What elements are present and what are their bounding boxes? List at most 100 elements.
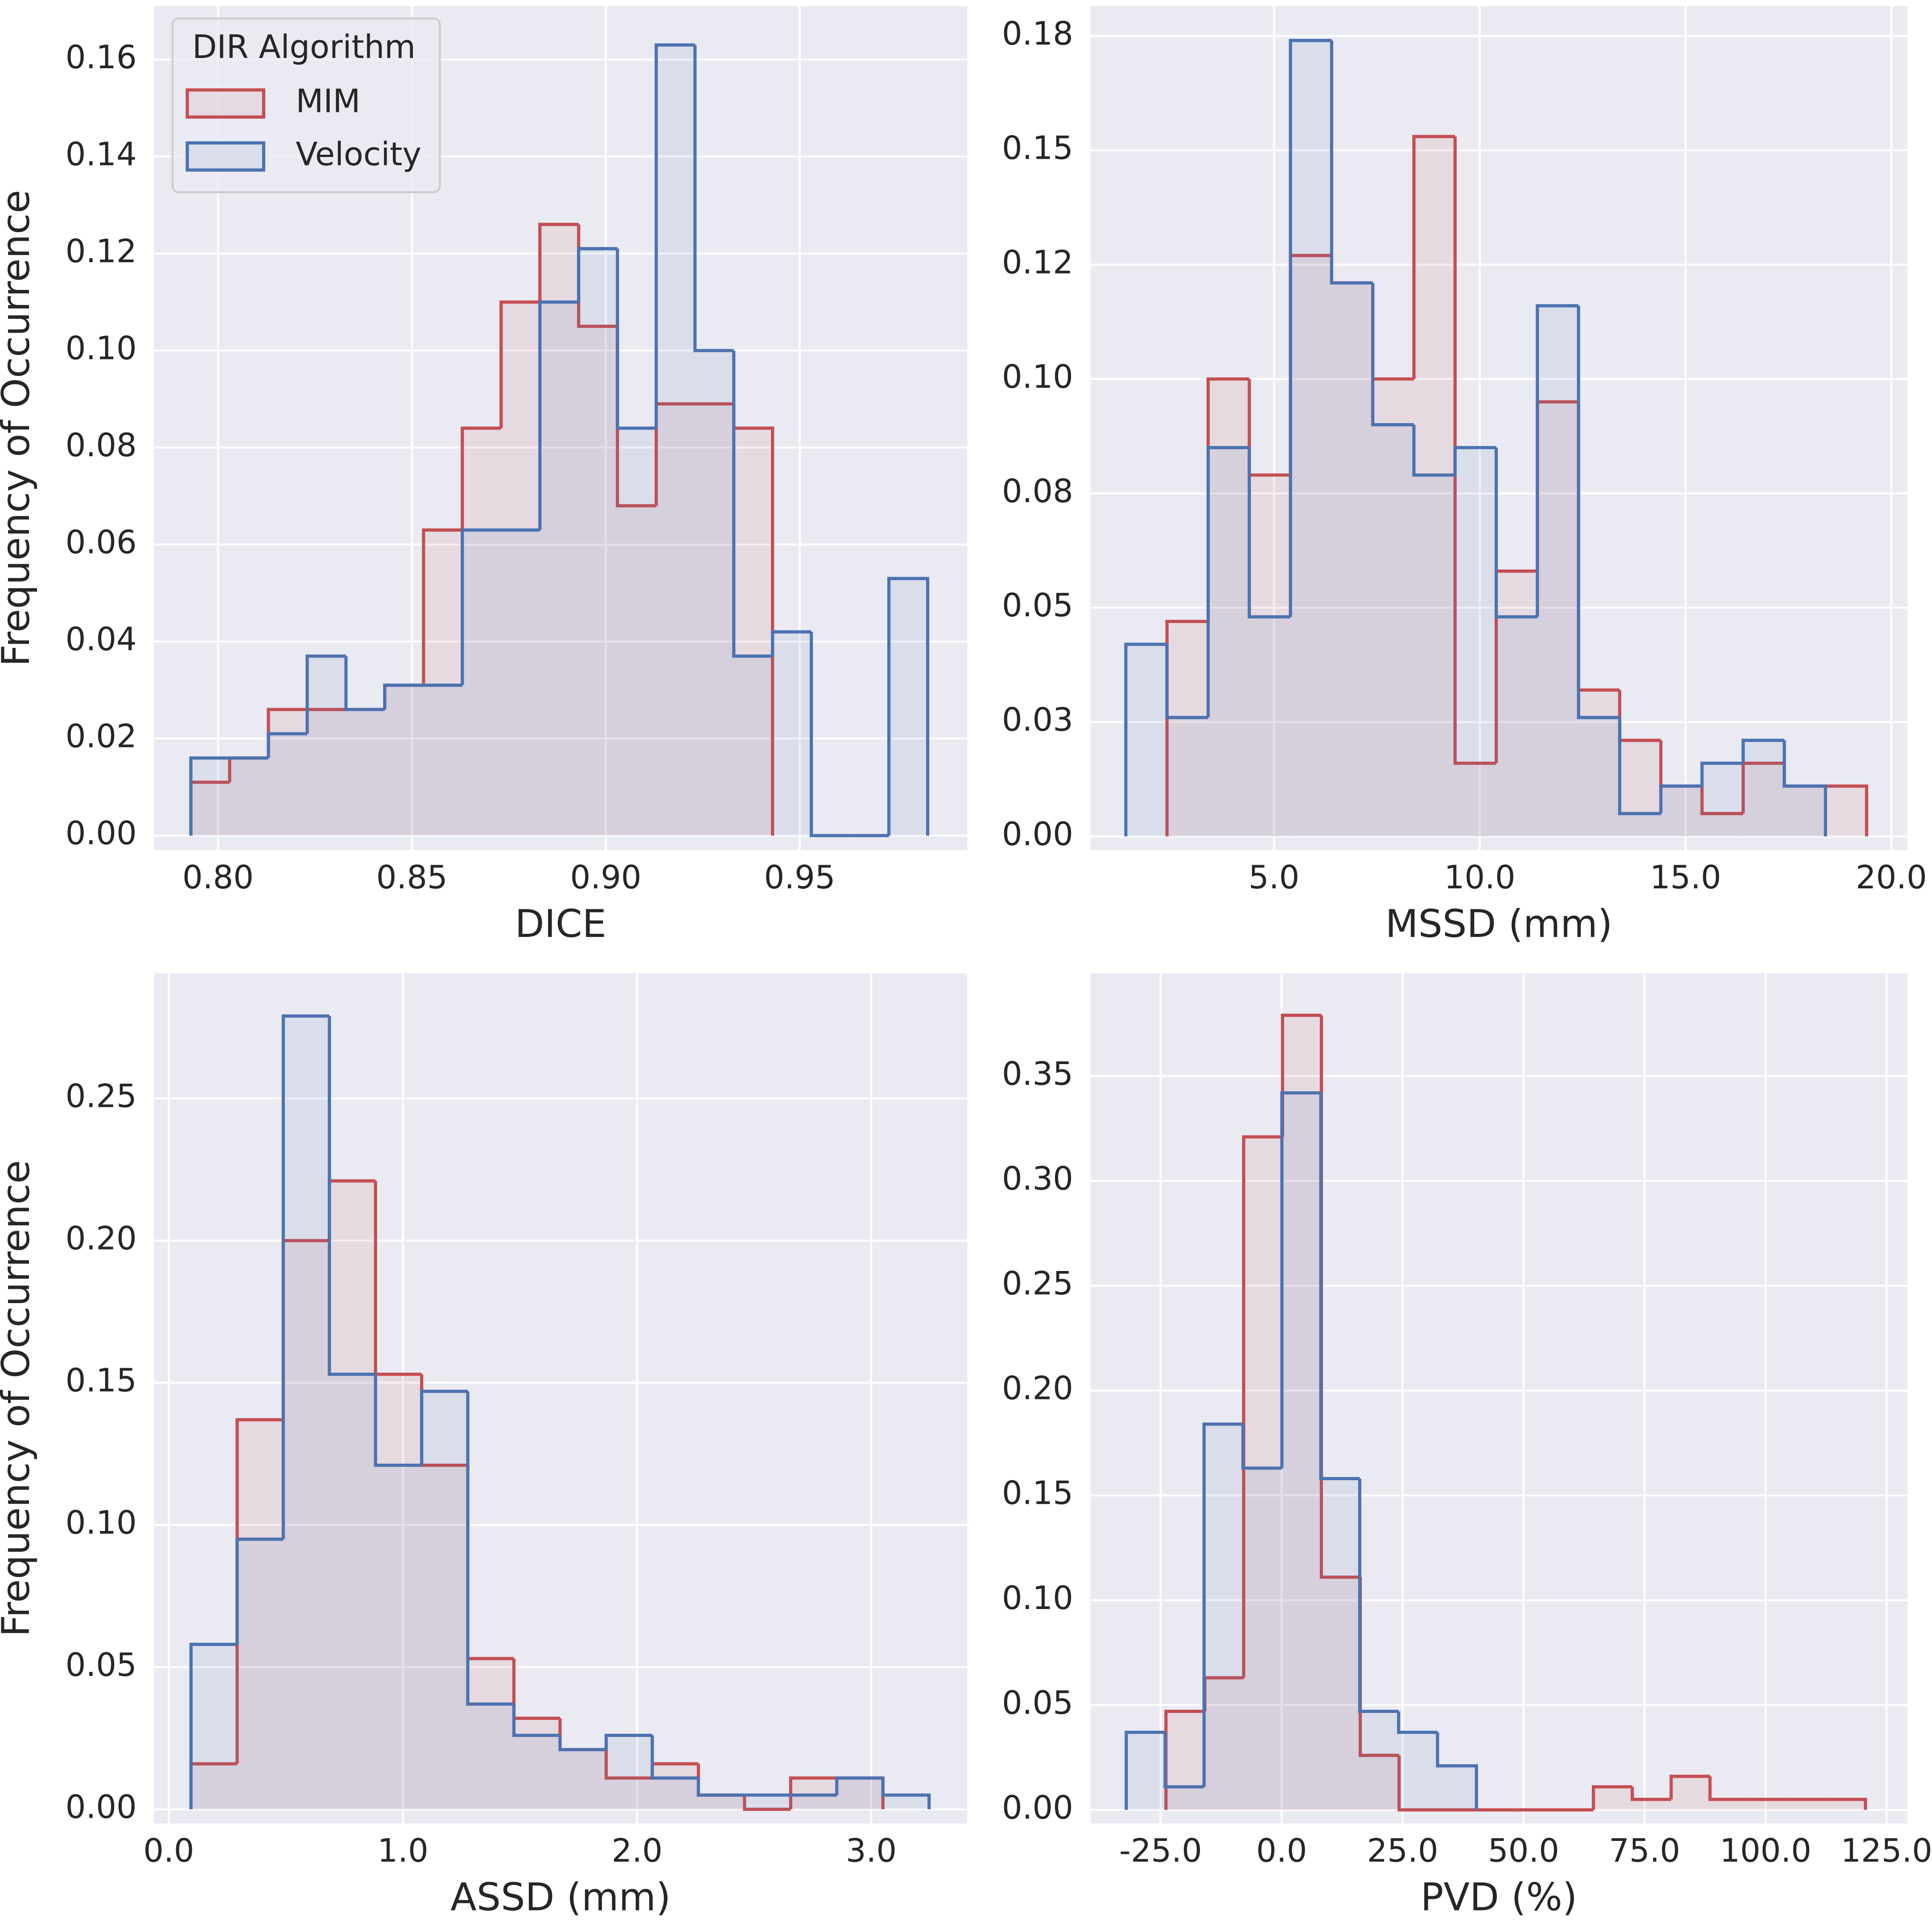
bar-outline	[604, 1733, 652, 1750]
bar-fill	[501, 302, 540, 836]
bar-outline	[616, 248, 656, 430]
bar-outline	[267, 732, 307, 758]
bar-outline	[1397, 1711, 1438, 1734]
y-tick-label: 0.14	[66, 136, 137, 173]
bar-fill	[237, 1419, 284, 1810]
plot-background	[154, 973, 968, 1824]
bar-fill	[1578, 717, 1620, 837]
y-tick-label: 0.08	[1002, 472, 1073, 510]
bar-fill	[1632, 1799, 1671, 1810]
bar-fill	[772, 631, 812, 836]
bar-outline	[189, 756, 230, 836]
bar-fill	[307, 656, 346, 836]
bar-fill	[617, 428, 656, 836]
bar-outline	[281, 1014, 330, 1539]
legend-swatch	[185, 88, 265, 119]
bar-outline	[374, 1374, 422, 1467]
bar-fill	[1282, 1015, 1322, 1810]
bar-fill	[1321, 1478, 1360, 1810]
bar-outline	[422, 528, 462, 685]
legend-label: MIM	[296, 83, 360, 120]
bar-outline	[1592, 1785, 1632, 1810]
bar-outline	[558, 1735, 606, 1751]
bar-fill	[1702, 813, 1743, 837]
bar-outline	[1397, 1755, 1438, 1811]
bar-fill	[384, 685, 424, 836]
y-tick-label: 0.06	[66, 524, 137, 561]
bar-fill	[695, 351, 734, 836]
bar-fill	[501, 530, 540, 836]
bar-outline	[1412, 135, 1455, 379]
bar-fill	[1743, 763, 1784, 837]
bar-fill	[1204, 1424, 1243, 1810]
x-tick-label: -25.0	[1119, 1832, 1202, 1869]
bar-fill	[268, 709, 307, 836]
plot-background	[1090, 6, 1907, 850]
x-tick-label: 0.85	[376, 858, 448, 896]
bar-fill	[578, 326, 618, 836]
bar-fill	[883, 1795, 929, 1810]
bar-fill	[1578, 690, 1620, 837]
x-tick-label: 25.0	[1367, 1832, 1438, 1869]
bar-fill	[1249, 475, 1291, 837]
x-axis-label: MSSD (mm)	[1385, 902, 1613, 946]
bar-outline	[604, 1750, 652, 1780]
bar-fill	[1126, 1732, 1166, 1810]
bar-fill	[733, 656, 773, 836]
bar-outline	[835, 1776, 883, 1795]
y-tick-label: 0.02	[66, 718, 137, 755]
bar-outline	[1577, 305, 1620, 719]
bar-outline	[1289, 39, 1332, 617]
bar-outline	[305, 654, 346, 734]
y-tick-label: 0.10	[66, 330, 137, 367]
bar-outline	[743, 1795, 791, 1811]
bar-fill	[1321, 1577, 1360, 1810]
bar-fill	[1166, 1711, 1205, 1810]
bar-outline	[881, 1778, 931, 1810]
bar-fill	[1244, 1137, 1283, 1810]
bar-outline	[1826, 1798, 1867, 1810]
bar-fill	[1243, 1468, 1282, 1810]
bar-outline	[1371, 283, 1414, 426]
bar-fill	[1619, 813, 1661, 837]
bar-fill	[1702, 763, 1743, 837]
bar-fill	[1398, 1732, 1438, 1810]
bar-fill	[1331, 283, 1373, 837]
bar-outline	[1700, 786, 1743, 815]
bar-fill	[1743, 740, 1784, 837]
bar-outline	[1163, 1732, 1204, 1789]
bar-outline	[461, 528, 501, 685]
bar-fill	[1784, 786, 1826, 837]
bar-fill	[1537, 305, 1579, 837]
bar-fill	[329, 1374, 376, 1810]
bar-fill	[606, 1735, 652, 1810]
bar-fill	[1205, 1678, 1244, 1810]
y-tick-label: 0.12	[66, 232, 137, 270]
bar-fill	[606, 1778, 652, 1810]
bar-fill	[1360, 1755, 1399, 1810]
y-tick-label: 0.16	[66, 38, 137, 76]
y-tick-label: 0.18	[1002, 15, 1073, 52]
y-tick-label: 0.30	[1002, 1160, 1073, 1197]
bar-outline	[577, 247, 618, 302]
bar-fill	[1414, 136, 1455, 837]
y-tick-label: 0.04	[66, 620, 137, 658]
bar-outline	[1825, 784, 1868, 837]
bar-fill	[836, 1778, 883, 1810]
bar-outline	[235, 1537, 284, 1645]
y-tick-label: 0.05	[66, 1646, 137, 1684]
bar-outline	[1495, 447, 1537, 619]
bar-outline	[466, 1391, 514, 1706]
bar-outline	[1125, 1730, 1166, 1810]
bar-outline	[693, 45, 734, 352]
bar-outline	[1165, 644, 1208, 719]
bar-fill	[1359, 1711, 1399, 1810]
bar-outline	[1741, 739, 1784, 763]
bar-fill	[237, 1539, 284, 1810]
y-tick-label: 0.25	[66, 1077, 137, 1115]
bar-outline	[1536, 304, 1579, 617]
y-tick-label: 0.00	[66, 814, 137, 852]
bar-fill	[1125, 644, 1167, 837]
y-tick-label: 0.15	[1002, 1474, 1073, 1512]
